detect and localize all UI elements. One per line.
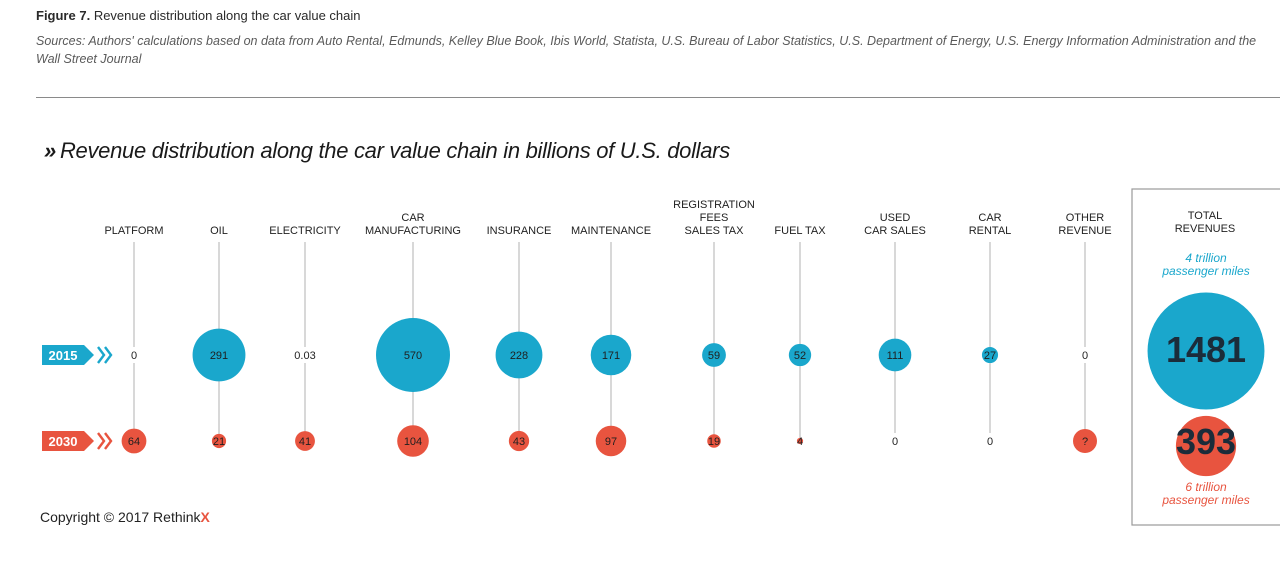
category-label-1: OIL <box>210 225 228 237</box>
category-label-10: OTHER <box>1066 212 1105 224</box>
value-label-2030-0: 64 <box>128 436 140 448</box>
year-tag-2015 <box>42 345 94 365</box>
value-label-2015-5: 171 <box>602 350 620 362</box>
bubble-2030-4 <box>508 430 530 452</box>
category-label-6: REGISTRATION <box>673 199 755 211</box>
bubble-2015-10 <box>1073 347 1097 363</box>
category-label-3: CAR <box>401 212 424 224</box>
bubble-2030-7 <box>796 437 804 445</box>
value-label-2030-9: 0 <box>987 436 993 448</box>
bubble-2015-1 <box>192 328 246 382</box>
value-label-2015-9: 27 <box>984 350 996 362</box>
figure-sources: Sources: Authors' calculations based on … <box>36 34 1257 66</box>
totals-header: TOTAL <box>1188 210 1222 222</box>
copyright-text: Copyright © 2017 Rethink <box>40 509 201 525</box>
category-label-4: INSURANCE <box>487 225 552 237</box>
category-label-9: CAR <box>978 212 1001 224</box>
brand-x-mark: X <box>200 509 210 525</box>
value-label-2015-3: 570 <box>404 350 422 362</box>
copyright: Copyright © 2017 RethinkX <box>40 509 210 525</box>
value-label-2015-10: 0 <box>1082 350 1088 362</box>
figure-label: Figure 7. <box>36 8 91 23</box>
value-label-2015-8: 111 <box>887 350 904 362</box>
figure-title-text: Revenue distribution along the car value… <box>93 8 361 23</box>
bubble-2015-0 <box>122 347 146 363</box>
value-label-2030-1: 21 <box>213 436 225 448</box>
totals-box <box>1131 188 1280 526</box>
value-label-2015-1: 291 <box>210 350 228 362</box>
chart-title-text: Revenue distribution along the car value… <box>59 138 730 163</box>
category-label-6: SALES TAX <box>685 225 745 237</box>
chart-title: » Revenue distribution along the car valu… <box>44 138 730 164</box>
category-label-8: USED <box>880 212 911 224</box>
header-divider <box>36 97 1280 98</box>
value-label-2030-5: 97 <box>605 436 617 448</box>
totals-header: REVENUES <box>1175 223 1236 235</box>
value-label-2015-6: 59 <box>708 350 720 362</box>
bubble-2030-1 <box>211 433 227 449</box>
value-label-2030-6: 19 <box>708 436 720 448</box>
total-bubble-2015 <box>1147 292 1265 410</box>
year-tag-chevron-icon <box>104 432 113 450</box>
bubble-2030-2 <box>295 431 315 451</box>
total-value-2015: 1481 <box>1166 329 1246 370</box>
bubble-2015-8 <box>878 338 912 372</box>
bubble-2030-10 <box>1073 429 1097 453</box>
totals-note-2030: passenger miles <box>1161 493 1249 507</box>
total-value-2030: 393 <box>1176 421 1236 462</box>
category-label-2: ELECTRICITY <box>269 225 341 237</box>
totals-note-2030: 6 trillion <box>1185 480 1227 494</box>
bubble-2030-5 <box>595 425 627 457</box>
figure-header: Figure 7. Revenue distribution along the… <box>36 8 1276 68</box>
value-label-2015-4: 228 <box>510 350 528 362</box>
bubble-2030-9 <box>978 433 1002 449</box>
value-label-2030-7: 4 <box>797 436 803 448</box>
bubble-2030-3 <box>397 425 429 457</box>
category-label-8: CAR SALES <box>864 225 926 237</box>
category-label-6: FEES <box>700 212 729 224</box>
totals-note-2015: 4 trillion <box>1185 251 1227 265</box>
category-label-9: RENTAL <box>969 225 1012 237</box>
bubble-2030-6 <box>707 434 721 448</box>
value-label-2030-4: 43 <box>513 436 525 448</box>
value-label-2015-0: 0 <box>131 350 137 362</box>
bubble-2030-0 <box>121 428 147 454</box>
bubble-2015-6 <box>702 343 726 367</box>
chevron-marker-icon: » <box>44 138 56 163</box>
value-label-2015-2: 0.03 <box>294 350 315 362</box>
value-label-2030-8: 0 <box>892 436 898 448</box>
category-label-0: PLATFORM <box>104 225 163 237</box>
year-tag-label-2015: 2015 <box>49 348 78 363</box>
year-tag-chevron-icon <box>97 346 106 364</box>
bubble-2015-9 <box>981 346 999 364</box>
bubble-2015-2 <box>293 347 317 363</box>
totals-note-2015: passenger miles <box>1161 264 1249 278</box>
category-label-3: MANUFACTURING <box>365 225 461 237</box>
category-label-10: REVENUE <box>1058 225 1111 237</box>
figure-title: Figure 7. Revenue distribution along the… <box>36 8 1276 23</box>
bubble-2015-5 <box>590 334 632 376</box>
category-label-5: MAINTENANCE <box>571 225 651 237</box>
bubble-2015-3 <box>376 318 450 392</box>
year-tag-chevron-icon <box>97 432 106 450</box>
bubble-2015-4 <box>495 331 543 379</box>
total-bubble-2030 <box>1175 415 1237 477</box>
year-tag-label-2030: 2030 <box>49 434 78 449</box>
bubble-2015-7 <box>788 343 812 367</box>
bubble-2030-8 <box>883 433 907 449</box>
year-tag-chevron-icon <box>104 346 113 364</box>
value-label-2030-3: 104 <box>404 436 422 448</box>
value-label-2015-7: 52 <box>794 350 806 362</box>
year-tag-2030 <box>42 431 94 451</box>
value-label-2030-10: ? <box>1082 436 1088 448</box>
value-label-2030-2: 41 <box>299 436 311 448</box>
category-label-7: FUEL TAX <box>774 225 826 237</box>
